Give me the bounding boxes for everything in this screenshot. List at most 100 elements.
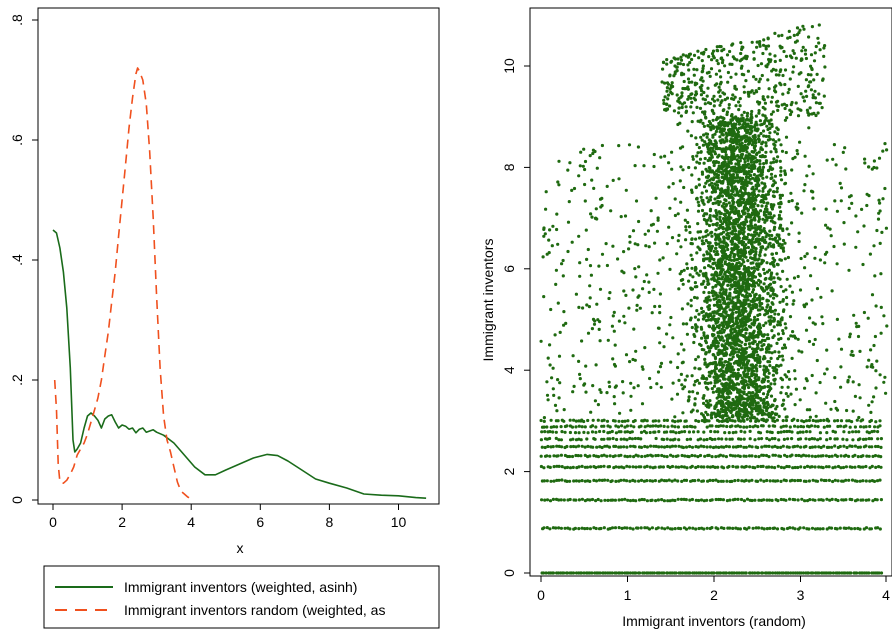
scatter-point [757,239,761,244]
scatter-point [697,236,702,240]
scatter-point [812,207,816,211]
scatter-point [756,169,761,173]
scatter-point [790,356,794,360]
scatter-point [863,161,867,165]
scatter-point [839,466,843,470]
scatter-point [787,445,791,449]
scatter-point [854,245,858,249]
scatter-point [742,392,746,396]
scatter-point [767,350,772,354]
scatter-point [770,233,774,238]
scatter-point [695,309,699,313]
scatter-point [745,383,750,387]
scatter-point [744,412,748,416]
scatter-point [793,479,797,483]
scatter-point [648,479,652,483]
scatter-point [707,295,711,299]
scatter-point [727,383,731,388]
scatter-point [580,444,584,448]
scatter-point [756,464,760,469]
scatter-point [758,250,762,254]
scatter-point [745,131,749,135]
scatter-point [757,455,761,459]
scatter-point [704,385,709,390]
scatter-point [807,126,811,130]
scatter-point [739,366,744,370]
scatter-point [628,526,632,530]
scatter-point [693,397,697,401]
scatter-point [574,445,578,449]
scatter-point [725,134,729,138]
scatter-point [714,405,718,409]
scatter-point [631,465,635,469]
scatter-point [765,210,769,214]
scatter-point [719,270,723,274]
scatter-point [717,242,721,246]
scatter-point [715,271,719,275]
scatter-point [726,360,730,364]
scatter-point [706,241,710,245]
scatter-point [806,571,811,575]
scatter-point [670,150,674,154]
scatter-point [687,165,691,170]
scatter-point [785,277,789,281]
scatter-point [754,141,758,145]
scatter-point [770,412,774,416]
scatter-point [730,158,734,162]
scatter-point [722,230,726,234]
scatter-point [623,526,627,530]
scatter-point [646,454,650,458]
scatter-point [707,571,711,575]
scatter-point [704,116,708,120]
scatter-point [680,453,684,458]
scatter-point [726,185,730,189]
scatter-point [722,316,726,320]
scatter-point [811,478,815,482]
scatter-point [735,571,739,575]
scatter-point [835,437,839,441]
scatter-point [787,232,791,236]
scatter-point [596,318,600,322]
scatter-point [881,197,885,201]
scatter-point [692,383,696,387]
scatter-point [626,498,630,502]
scatter-point [764,150,768,154]
scatter-point [787,429,792,433]
scatter-point [605,419,610,423]
scatter-point [758,308,762,312]
scatter-point [557,526,561,530]
scatter-point [754,237,758,241]
scatter-point [784,418,789,423]
scatter-point [754,357,758,361]
scatter-point [727,321,731,325]
scatter-point [662,424,666,428]
scatter-point [773,424,777,428]
scatter-point [758,361,762,365]
scatter-point [738,454,742,458]
scatter-point [732,571,736,575]
scatter-point [619,445,623,449]
scatter-point [735,347,739,351]
density-lines [52,67,427,500]
scatter-point [739,409,743,413]
scatter-point [835,262,839,266]
scatter-point [722,201,726,206]
scatter-point [628,465,632,469]
scatter-point [793,403,797,407]
scatter-point [628,479,632,483]
scatter-point [611,178,615,182]
scatter-point [850,444,854,448]
scatter-point [793,377,797,381]
scatter-point [732,276,736,280]
scatter-point [705,425,709,429]
scatter-point [754,405,759,409]
scatter-point [767,424,771,428]
scatter-point [786,437,790,441]
scatter-point [746,361,750,365]
scatter-point [761,129,766,133]
scatter-point [796,152,800,156]
scatter-point [541,255,545,259]
scatter-point [861,479,865,483]
scatter-point [803,499,807,503]
scatter-point [643,444,647,449]
